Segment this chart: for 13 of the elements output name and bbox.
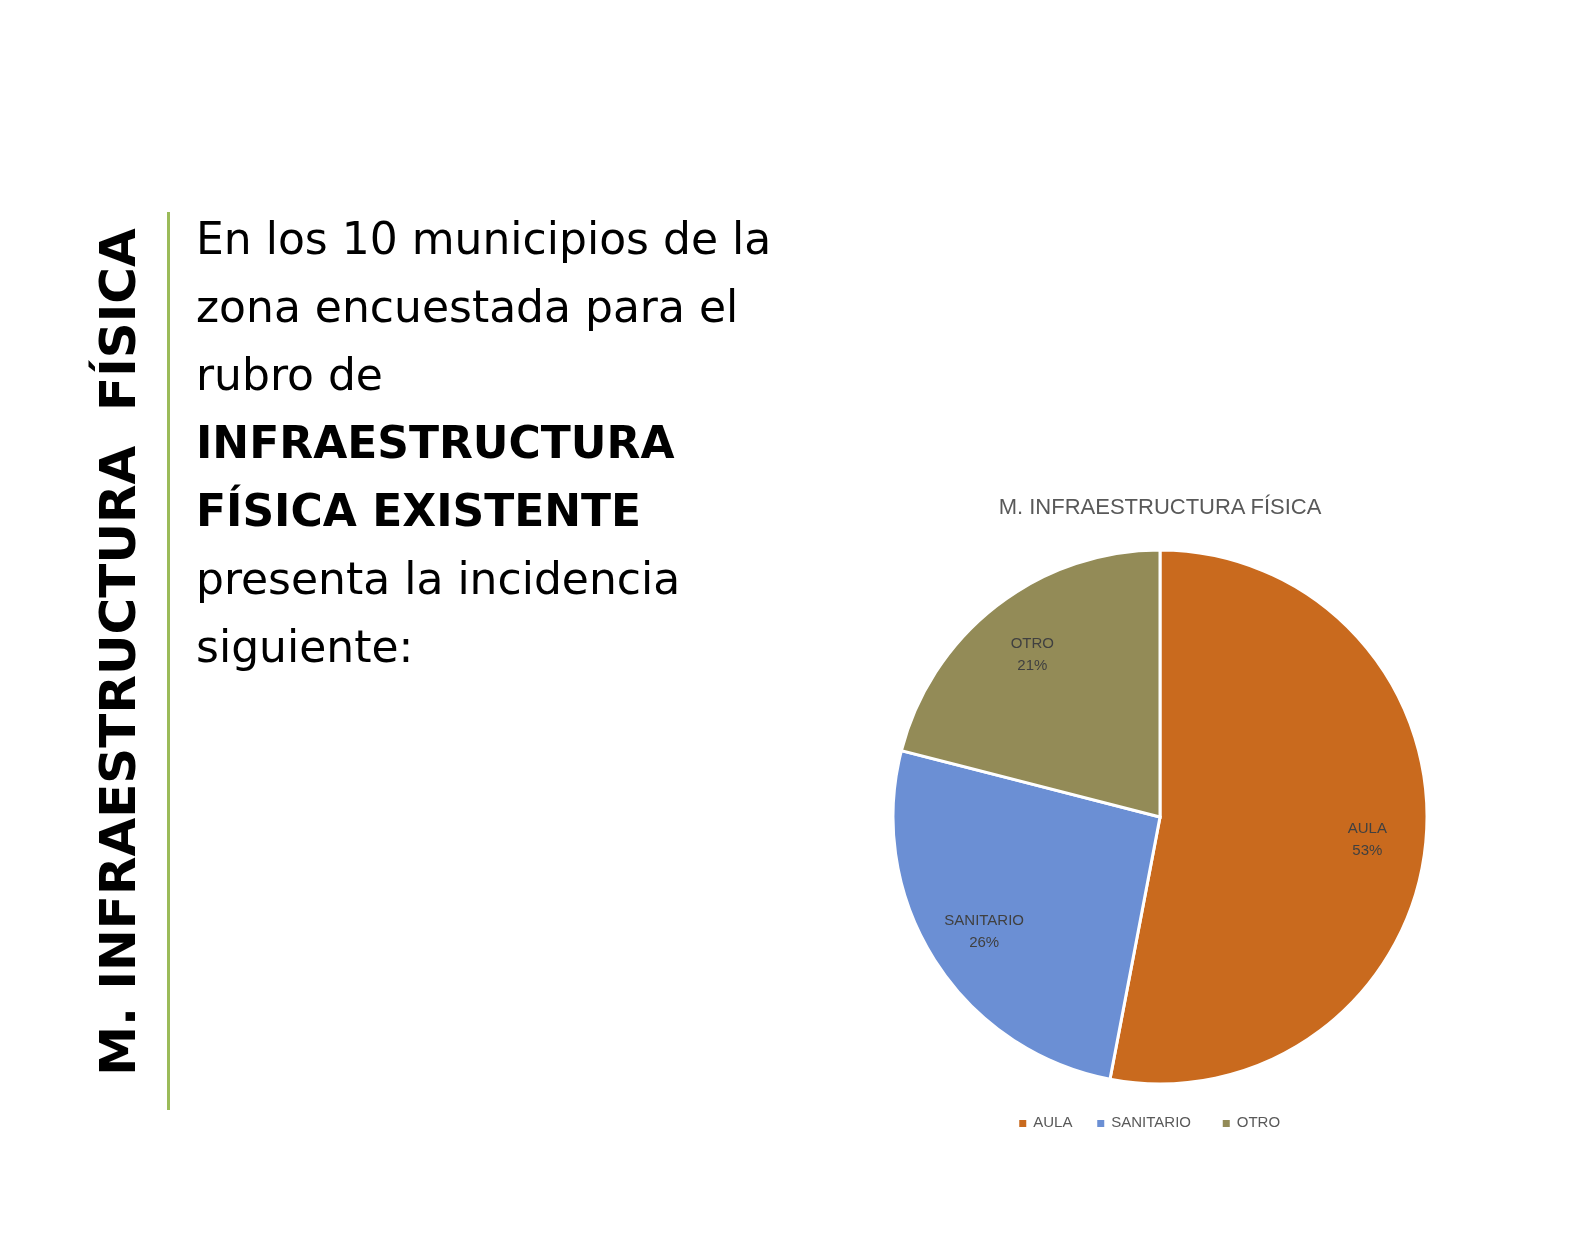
slice-label: OTRO: [1010, 634, 1055, 652]
data-label: 53%: [1352, 840, 1383, 858]
text: M. INFRAESTRUCTURA FÍSICA: [89, 228, 147, 1076]
data-label: 21%: [1017, 656, 1048, 674]
legend-label: SANITARIO: [1111, 1113, 1191, 1130]
text: presenta la incidencia siguiente:: [196, 553, 681, 672]
text: En los 10 municipios de la zona encuestada para el rubro de: [196, 213, 772, 400]
data-label: 26%: [969, 932, 1000, 950]
chart-title: M. INFRAESTRUCTURA FÍSICA: [998, 494, 1322, 519]
legend-label: OTRO: [1236, 1113, 1281, 1130]
slice-label: AULA: [1347, 818, 1387, 836]
legend-label: AULA: [1033, 1113, 1073, 1130]
slice-label: SANITARIO: [944, 910, 1025, 928]
